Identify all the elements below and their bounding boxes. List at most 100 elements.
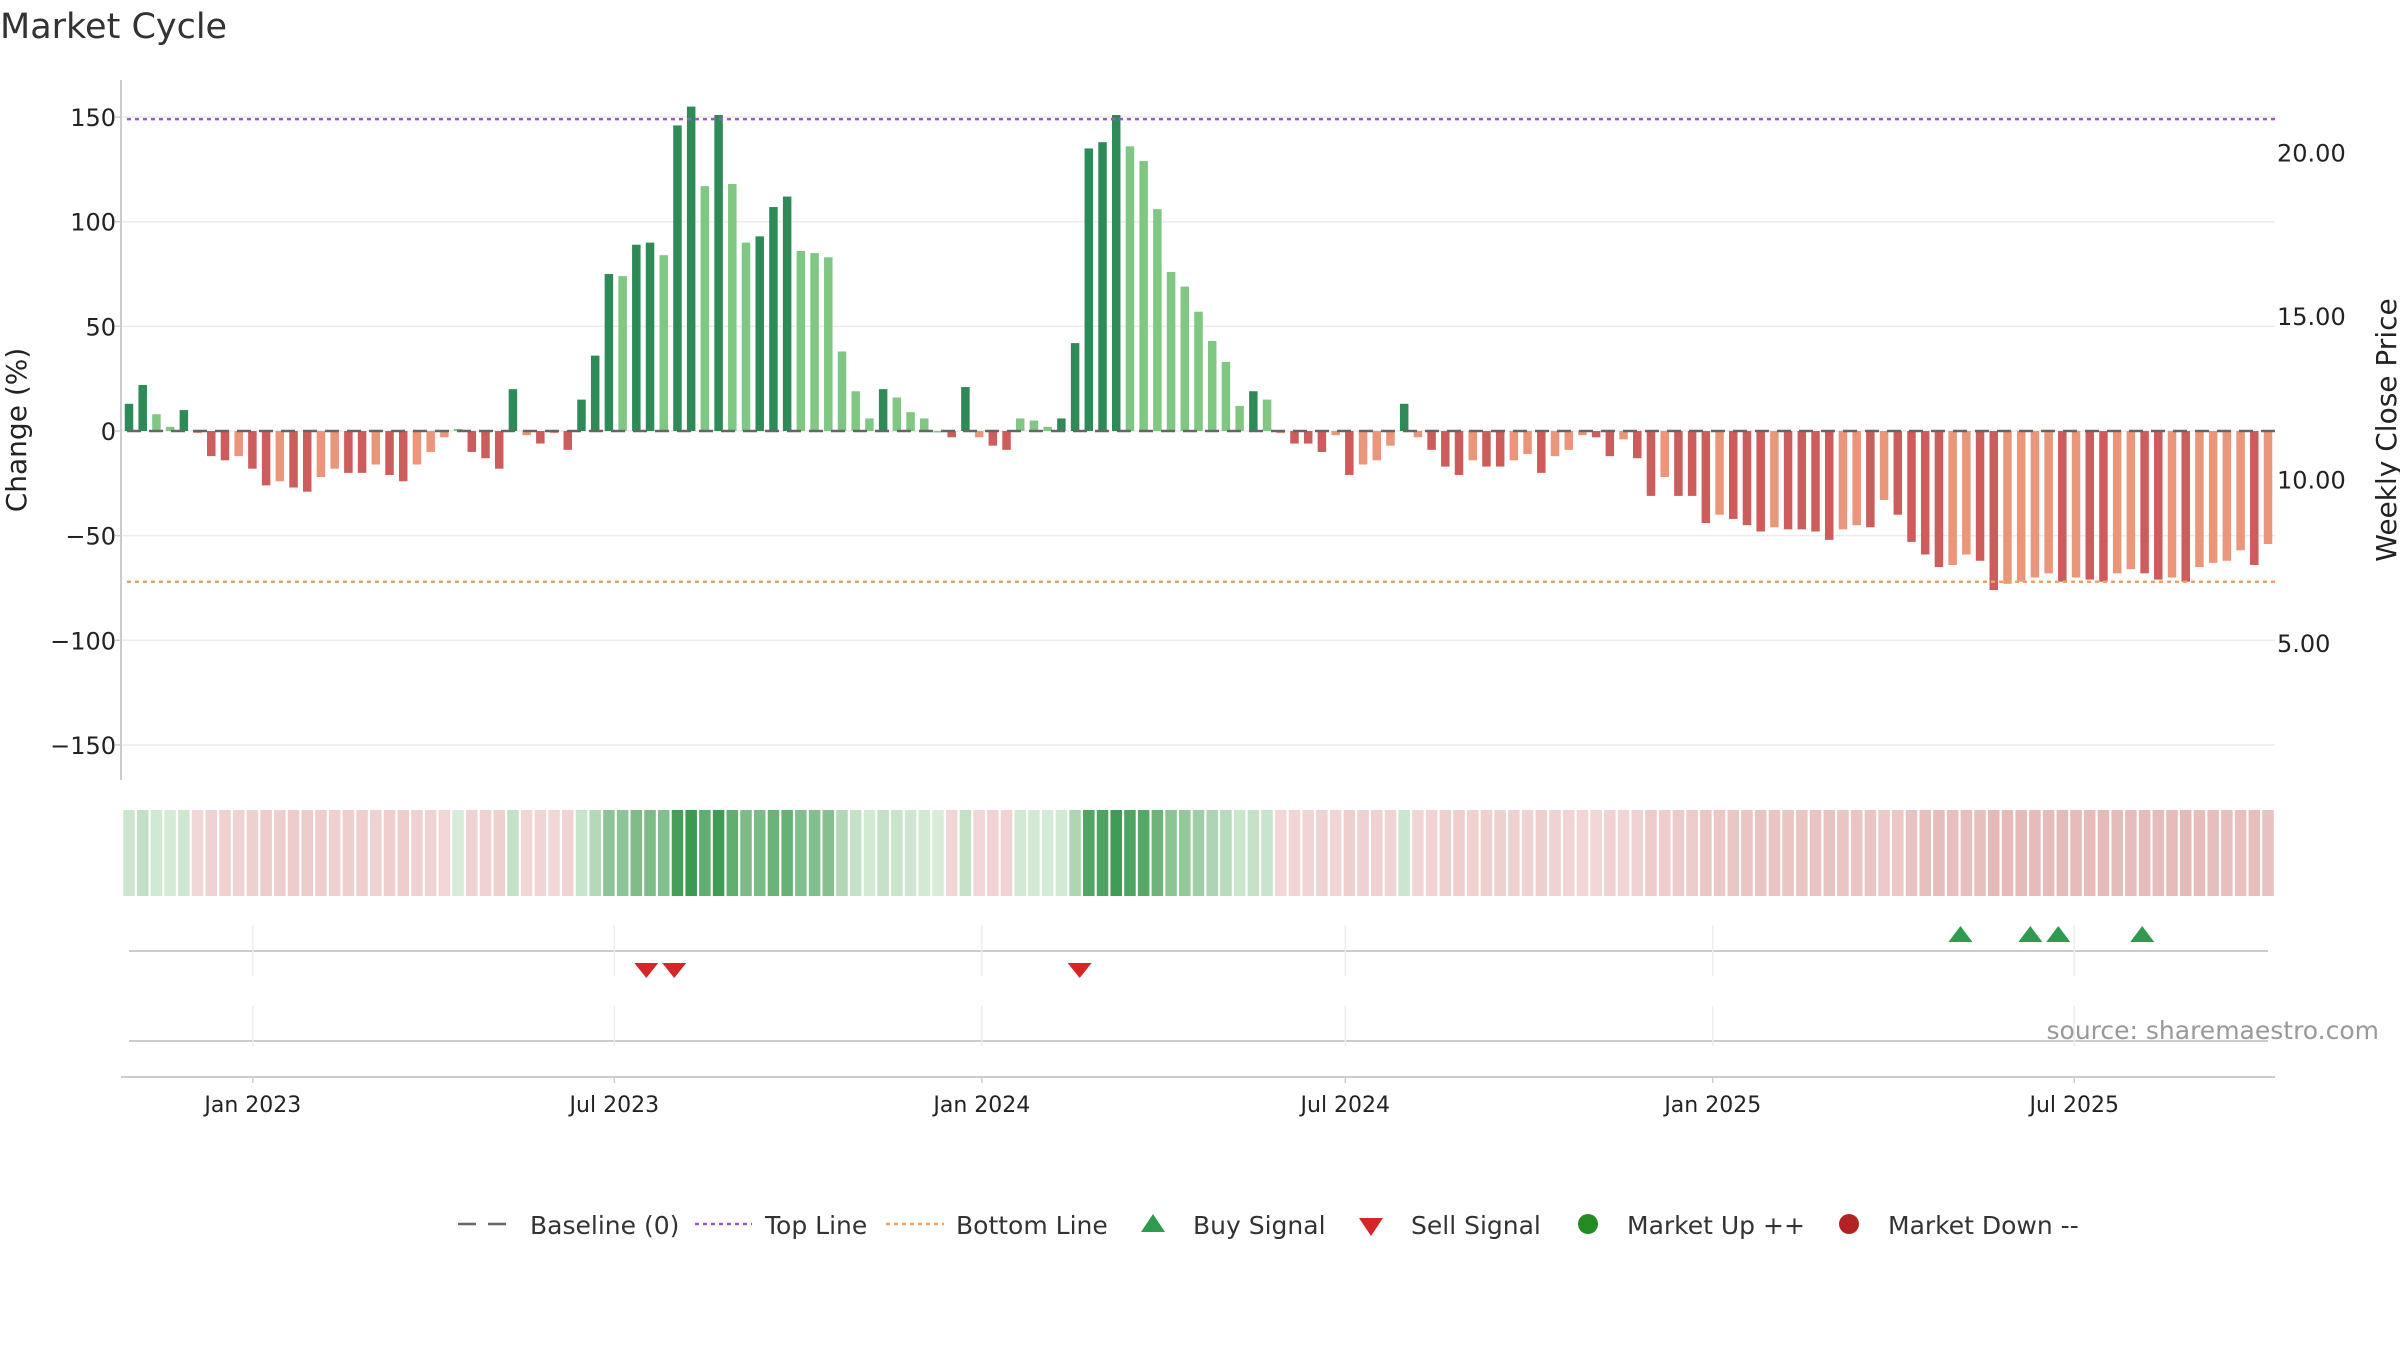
- change-bar: [714, 114, 723, 431]
- change-bar: [1578, 431, 1587, 436]
- sell-signal-marker: [634, 963, 659, 978]
- change-bar: [837, 351, 847, 431]
- change-bar: [1221, 361, 1231, 431]
- strip-cell: [1933, 810, 1945, 896]
- strip-cell: [740, 810, 752, 896]
- legend-item: Market Up ++: [1578, 1211, 1805, 1240]
- change-bar: [248, 431, 257, 469]
- change-bar: [1358, 431, 1368, 465]
- change-bar: [1537, 431, 1546, 473]
- strip-cell: [1466, 810, 1479, 896]
- change-bar: [728, 184, 737, 431]
- strip-cell: [1741, 810, 1753, 896]
- strip-cell: [219, 810, 231, 896]
- change-bar: [1235, 405, 1244, 431]
- strip-cell: [808, 810, 821, 896]
- strip-cell: [987, 810, 999, 896]
- change-bar: [1166, 271, 1176, 431]
- strip-cell: [1083, 810, 1095, 896]
- change-bar: [1934, 431, 1944, 568]
- strip-cell: [150, 810, 163, 896]
- strip-cell: [520, 810, 533, 896]
- change-bar: [1605, 431, 1615, 457]
- change-bar: [1797, 431, 1807, 530]
- strip-cell: [891, 810, 903, 896]
- change-bar: [590, 355, 600, 431]
- strip-cell: [246, 810, 259, 896]
- change-bar: [947, 431, 956, 438]
- strip-cell: [849, 810, 862, 896]
- y-tick-label: 150: [70, 104, 116, 132]
- change-bar: [1893, 431, 1903, 515]
- change-bar: [2112, 431, 2122, 574]
- strip-cell: [973, 810, 985, 896]
- strip-cell: [493, 810, 505, 896]
- strip-cell: [438, 810, 451, 896]
- strip-cell: [2248, 810, 2261, 896]
- change-bar: [1975, 431, 1985, 561]
- change-bar: [1180, 286, 1190, 431]
- change-bar: [398, 431, 408, 482]
- change-bar: [878, 389, 888, 431]
- x-tick-label: Jul 2024: [1299, 1093, 1391, 1118]
- strip-cell: [452, 810, 464, 896]
- change-bar: [2016, 431, 2026, 582]
- change-bars: [124, 106, 2273, 591]
- change-bar: [1742, 431, 1752, 526]
- strip-cell: [1727, 810, 1740, 896]
- change-bar: [522, 431, 531, 436]
- change-bar: [536, 431, 545, 444]
- change-bar: [481, 431, 490, 459]
- strip-cell: [1535, 810, 1548, 896]
- strip-cell: [1878, 810, 1890, 896]
- change-bar: [1468, 431, 1477, 461]
- change-bar: [892, 397, 902, 431]
- strip-cell: [2234, 810, 2247, 896]
- change-bar: [769, 207, 778, 431]
- change-bar: [1907, 431, 1916, 542]
- chart-title: Market Cycle: [0, 7, 227, 47]
- strip-cell: [753, 810, 766, 896]
- change-bar: [1454, 431, 1464, 475]
- change-bar: [440, 431, 449, 438]
- strip-cell: [781, 810, 793, 896]
- change-bar: [1194, 311, 1203, 431]
- strip-cell: [1343, 810, 1356, 896]
- strip-cell: [2207, 810, 2219, 896]
- change-bar: [2071, 431, 2081, 578]
- change-bar: [851, 391, 860, 431]
- change-bar: [1345, 431, 1354, 475]
- change-bar: [1824, 431, 1834, 540]
- strip-cell: [1179, 810, 1191, 896]
- strip-cell: [2125, 810, 2137, 896]
- change-bar: [316, 431, 326, 478]
- change-bar: [1646, 431, 1656, 496]
- strip-cell: [1521, 810, 1534, 896]
- strip-cell: [1137, 810, 1150, 896]
- strip-cell: [1768, 810, 1781, 896]
- strip-cell: [644, 810, 656, 896]
- strip-cell: [1110, 810, 1122, 896]
- change-bar: [2263, 431, 2273, 545]
- strip-cell: [932, 810, 944, 896]
- strip-cell: [1165, 810, 1177, 896]
- change-bar: [1413, 431, 1423, 438]
- change-bar: [165, 426, 175, 431]
- change-bar: [508, 389, 518, 431]
- change-bar: [2222, 431, 2232, 561]
- change-bar: [344, 431, 353, 473]
- y-tick-label: −100: [50, 627, 116, 655]
- strip-cell: [1672, 810, 1685, 896]
- strip-cell: [1562, 810, 1575, 896]
- change-bar: [2003, 431, 2012, 584]
- x-tick-label: Jan 2024: [931, 1093, 1030, 1118]
- change-bar: [1591, 431, 1601, 438]
- change-bar: [1290, 431, 1299, 444]
- legend-label: Sell Signal: [1411, 1211, 1541, 1240]
- strip-cell: [863, 810, 876, 896]
- change-bar: [1399, 403, 1409, 431]
- triangle-up-icon: [1141, 1214, 1165, 1232]
- strip-cell: [1796, 810, 1808, 896]
- x-tick-label: Jan 2023: [202, 1093, 301, 1118]
- strip-cell: [383, 810, 396, 896]
